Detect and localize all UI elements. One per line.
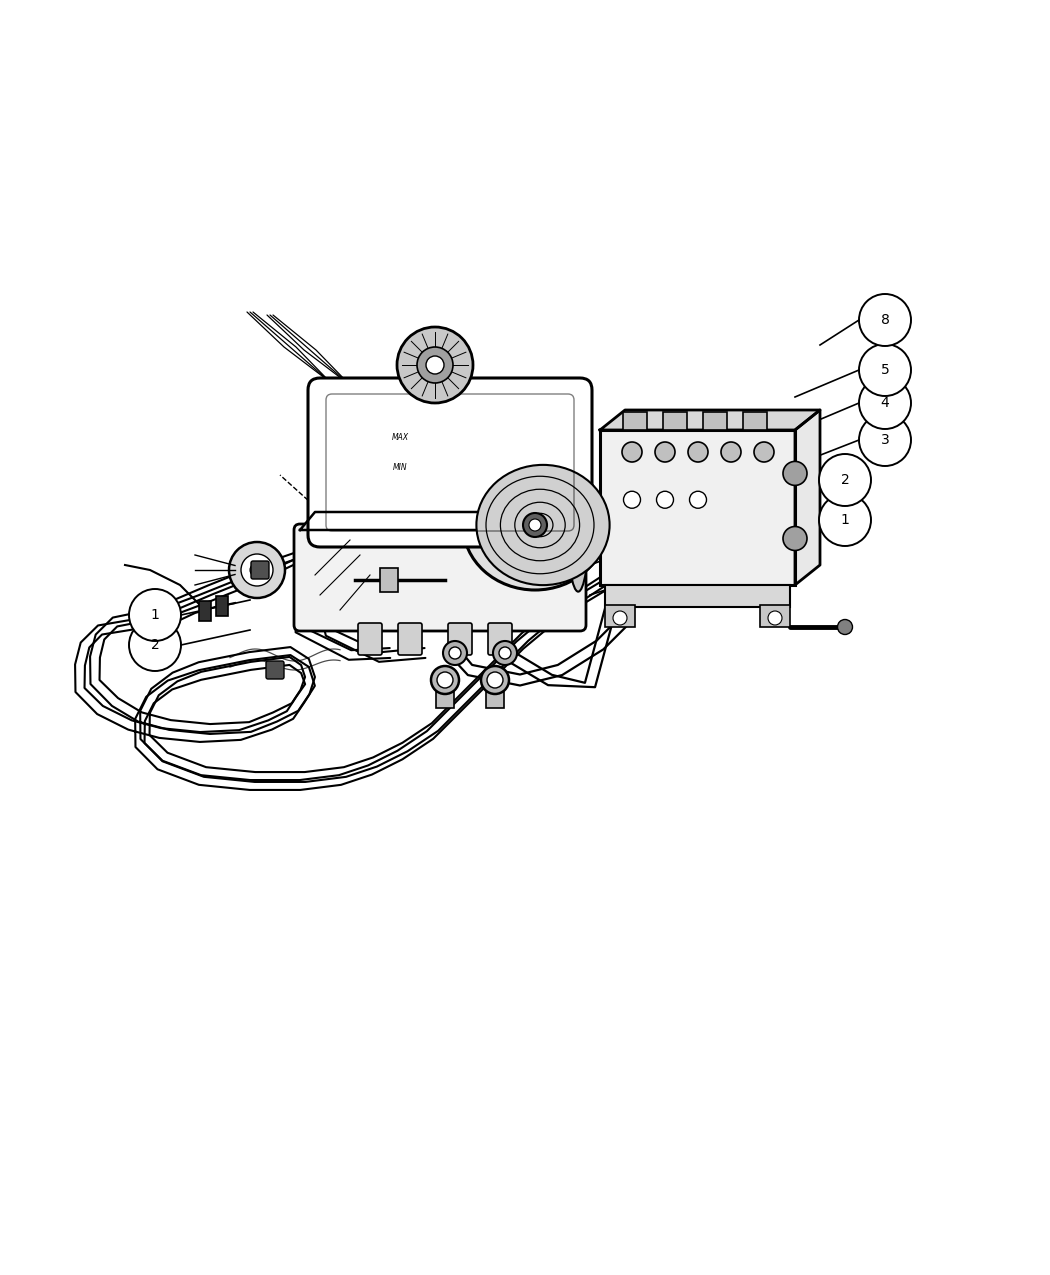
Circle shape (499, 646, 511, 659)
Circle shape (819, 454, 871, 506)
Text: MAX: MAX (392, 434, 408, 442)
Circle shape (397, 326, 472, 403)
Circle shape (229, 542, 285, 598)
Circle shape (622, 442, 642, 462)
Circle shape (129, 589, 181, 641)
Bar (743, 412, 766, 430)
FancyBboxPatch shape (251, 561, 269, 579)
Polygon shape (300, 513, 595, 530)
Text: 5: 5 (881, 363, 889, 377)
Text: 3: 3 (881, 434, 889, 448)
FancyBboxPatch shape (488, 623, 512, 655)
Circle shape (426, 356, 444, 374)
Circle shape (783, 462, 807, 486)
Circle shape (859, 344, 911, 397)
Circle shape (523, 513, 547, 537)
FancyBboxPatch shape (266, 660, 284, 680)
Text: 4: 4 (881, 397, 889, 411)
Bar (605, 606, 635, 627)
Circle shape (838, 620, 853, 635)
Polygon shape (795, 411, 820, 585)
Circle shape (783, 527, 807, 551)
Circle shape (859, 414, 911, 465)
Circle shape (688, 442, 708, 462)
Circle shape (721, 442, 741, 462)
Text: 2: 2 (841, 473, 849, 487)
Circle shape (655, 442, 675, 462)
Circle shape (242, 555, 273, 586)
Bar (436, 692, 454, 708)
Circle shape (449, 646, 461, 659)
FancyBboxPatch shape (398, 623, 422, 655)
Bar (704, 412, 727, 430)
Circle shape (768, 611, 782, 625)
Text: 1: 1 (841, 513, 849, 527)
Circle shape (624, 491, 640, 509)
Circle shape (430, 666, 459, 694)
Circle shape (859, 377, 911, 428)
Bar (760, 606, 790, 627)
Ellipse shape (567, 459, 589, 592)
Circle shape (250, 564, 264, 578)
Circle shape (417, 347, 453, 382)
Bar (623, 412, 647, 430)
Circle shape (613, 611, 627, 625)
Text: 2: 2 (150, 638, 160, 652)
Bar (200, 601, 211, 621)
Circle shape (437, 672, 453, 689)
FancyBboxPatch shape (448, 623, 472, 655)
Bar (413, 362, 457, 390)
Circle shape (819, 493, 871, 546)
Text: 8: 8 (881, 312, 889, 326)
Bar (486, 692, 504, 708)
Bar (380, 567, 398, 592)
Circle shape (656, 491, 673, 509)
Circle shape (481, 666, 509, 694)
Polygon shape (600, 411, 820, 430)
Ellipse shape (463, 460, 607, 590)
Bar (663, 412, 687, 430)
Circle shape (494, 641, 517, 666)
Text: MIN: MIN (393, 463, 407, 472)
Circle shape (859, 295, 911, 346)
Circle shape (754, 442, 774, 462)
Circle shape (690, 491, 707, 509)
Bar (605, 585, 790, 607)
FancyBboxPatch shape (294, 524, 586, 631)
Circle shape (487, 672, 503, 689)
Ellipse shape (477, 465, 610, 585)
Circle shape (443, 641, 467, 666)
FancyBboxPatch shape (308, 377, 592, 547)
Bar (216, 595, 228, 616)
Circle shape (529, 519, 541, 530)
FancyBboxPatch shape (358, 623, 382, 655)
Bar (600, 430, 795, 585)
Circle shape (129, 618, 181, 671)
Text: 1: 1 (150, 608, 160, 622)
